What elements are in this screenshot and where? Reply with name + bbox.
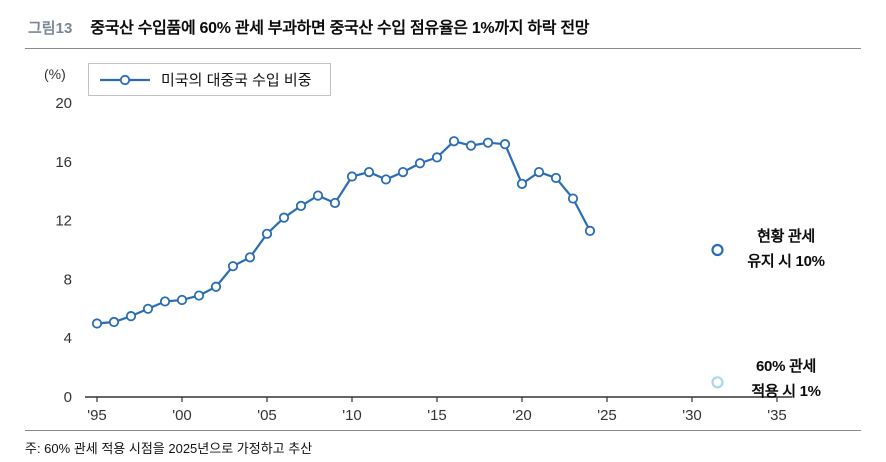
data-point bbox=[584, 225, 596, 236]
data-point bbox=[397, 166, 409, 178]
x-tick-label: '25 bbox=[597, 407, 617, 424]
data-point bbox=[108, 316, 120, 328]
data-point bbox=[142, 303, 154, 314]
annotation-60pct-tariff-line2: 적용 시 1% bbox=[751, 383, 821, 400]
data-point bbox=[346, 171, 358, 182]
x-tick-label: '30 bbox=[682, 407, 702, 424]
data-point bbox=[567, 193, 579, 204]
x-tick-label: '35 bbox=[767, 407, 787, 424]
data-point bbox=[312, 190, 324, 201]
annotation-current-tariff-line1: 현황 관세 bbox=[757, 228, 815, 245]
y-tick-label: 12 bbox=[55, 213, 72, 230]
data-point bbox=[329, 197, 341, 209]
data-point bbox=[414, 158, 426, 169]
x-tick-label: '20 bbox=[512, 407, 532, 424]
data-point bbox=[516, 178, 528, 189]
data-point bbox=[465, 140, 477, 151]
data-point bbox=[363, 166, 375, 178]
x-tick-label: '95 bbox=[87, 407, 107, 424]
annotation-60pct-tariff: 60% 관세 적용 시 1% bbox=[728, 354, 844, 404]
data-point bbox=[125, 311, 137, 322]
data-point bbox=[91, 318, 103, 329]
x-tick-label: '10 bbox=[342, 407, 362, 424]
series-line bbox=[95, 140, 592, 325]
data-point bbox=[448, 136, 460, 147]
projection-point-60pct-tariff bbox=[711, 376, 724, 389]
footnote: 주: 60% 관세 적용 시점을 2025년으로 가정하고 추산 bbox=[25, 441, 313, 456]
data-point bbox=[261, 228, 273, 239]
data-point bbox=[533, 166, 545, 178]
data-point bbox=[482, 137, 494, 148]
footer-divider bbox=[25, 430, 861, 431]
y-tick-label: 8 bbox=[64, 271, 72, 288]
y-axis-unit-label: (%) bbox=[44, 66, 66, 82]
data-point bbox=[244, 252, 256, 263]
projection-point-current-tariff bbox=[711, 243, 724, 257]
figure-title: 중국산 수입품에 60% 관세 부과하면 중국산 수입 점유율은 1%까지 하락… bbox=[90, 20, 590, 37]
data-point bbox=[227, 261, 239, 272]
x-tick-label: '05 bbox=[257, 407, 277, 424]
y-tick-label: 20 bbox=[55, 95, 72, 112]
data-point bbox=[499, 139, 511, 150]
data-point bbox=[295, 200, 307, 211]
data-point bbox=[550, 172, 562, 184]
y-tick-label: 16 bbox=[55, 154, 72, 171]
x-tick-label: '15 bbox=[427, 407, 447, 424]
y-tick-label: 4 bbox=[64, 330, 72, 347]
data-point bbox=[431, 152, 443, 163]
annotation-60pct-tariff-line1: 60% 관세 bbox=[756, 358, 816, 375]
figure-header: 그림13 중국산 수입품에 60% 관세 부과하면 중국산 수입 점유율은 1%… bbox=[28, 14, 589, 38]
data-point bbox=[278, 212, 290, 223]
data-point bbox=[210, 281, 222, 292]
data-point bbox=[193, 290, 205, 301]
data-point bbox=[176, 294, 188, 306]
figure-number-label: 그림13 bbox=[28, 20, 73, 37]
data-point bbox=[380, 174, 392, 185]
annotation-current-tariff-line2: 유지 시 10% bbox=[747, 253, 825, 270]
legend: 미국의 대중국 수입 비중 bbox=[88, 63, 331, 96]
annotation-current-tariff: 현황 관세 유지 시 10% bbox=[728, 224, 844, 274]
legend-series-label: 미국의 대중국 수입 비중 bbox=[161, 72, 312, 89]
data-point bbox=[159, 296, 171, 307]
x-tick-label: '00 bbox=[172, 407, 192, 424]
legend-line-marker-icon bbox=[100, 74, 150, 85]
header-divider bbox=[25, 48, 861, 49]
y-tick-label: 0 bbox=[64, 389, 72, 406]
